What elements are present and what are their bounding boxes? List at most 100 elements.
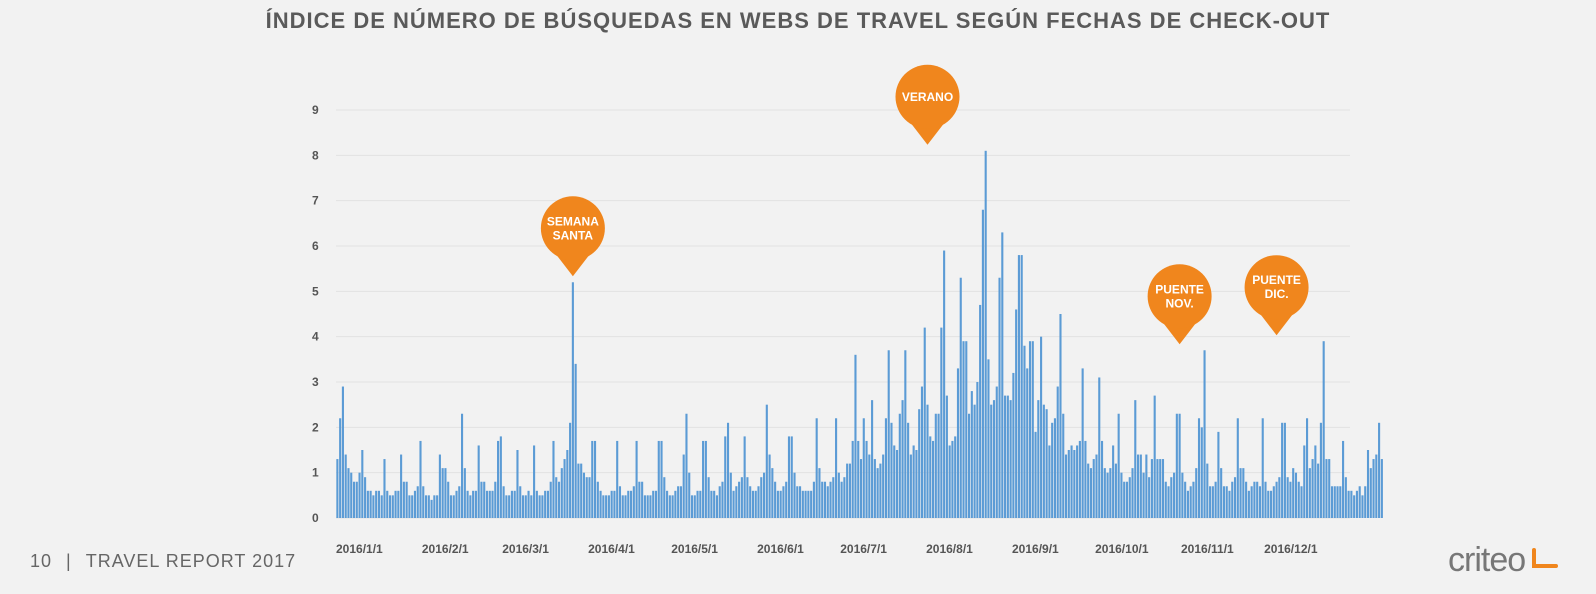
- bar: [447, 481, 450, 518]
- x-tick-label: 2016/11/1: [1181, 542, 1234, 556]
- bar: [1328, 459, 1331, 518]
- bar: [643, 495, 646, 518]
- bar: [840, 481, 843, 518]
- bar: [577, 463, 580, 518]
- bar: [1112, 445, 1115, 518]
- bar: [823, 481, 827, 518]
- bar: [746, 477, 749, 518]
- bar: [627, 490, 630, 518]
- bar: [1278, 477, 1281, 518]
- bar: [527, 490, 530, 518]
- bar: [710, 490, 713, 518]
- bar: [591, 440, 594, 518]
- bar: [1319, 422, 1322, 518]
- bar: [538, 495, 541, 518]
- annotation-pin: [1244, 255, 1309, 320]
- bar: [646, 495, 649, 518]
- bar: [882, 454, 885, 518]
- bar: [549, 481, 552, 518]
- bar: [1161, 459, 1165, 518]
- bar: [907, 422, 910, 518]
- bar: [516, 450, 519, 518]
- bar: [341, 386, 344, 518]
- bar: [364, 477, 367, 518]
- bar: [1048, 445, 1051, 518]
- bar: [835, 418, 838, 518]
- bar: [768, 454, 771, 518]
- bar: [1342, 440, 1345, 518]
- bar: [1200, 427, 1203, 518]
- bar: [973, 404, 976, 518]
- bar: [419, 440, 422, 518]
- bar: [1245, 481, 1248, 518]
- bar: [524, 495, 527, 518]
- bar: [350, 472, 353, 518]
- bar: [1209, 486, 1212, 518]
- bar: [679, 486, 682, 518]
- bar: [693, 495, 696, 518]
- bar: [923, 327, 926, 518]
- bar: [1109, 468, 1112, 518]
- bar: [541, 495, 544, 518]
- bar: [1026, 368, 1029, 518]
- bar: [918, 409, 921, 518]
- bar: [1056, 386, 1059, 518]
- bar: [510, 490, 513, 518]
- bar: [1214, 481, 1217, 518]
- bar: [1114, 463, 1117, 518]
- bar: [959, 277, 962, 518]
- bar: [1051, 422, 1054, 518]
- bar: [1142, 472, 1145, 518]
- bar: [433, 495, 436, 518]
- bar: [530, 495, 533, 518]
- bar: [1067, 450, 1070, 518]
- bar: [1361, 495, 1364, 518]
- bar: [469, 495, 472, 518]
- bar: [1314, 445, 1317, 518]
- bar: [1242, 468, 1245, 518]
- y-tick-label: 8: [312, 148, 319, 162]
- bar: [879, 463, 882, 518]
- bar: [812, 481, 815, 518]
- annotation-label: PUENTE: [1252, 273, 1301, 287]
- bar: [1206, 463, 1209, 518]
- bar: [1181, 472, 1184, 518]
- bar: [555, 477, 558, 518]
- bar: [1311, 459, 1314, 518]
- bar: [987, 359, 990, 518]
- bar: [497, 440, 500, 518]
- bar: [718, 486, 721, 518]
- bar: [1355, 490, 1358, 518]
- bar: [552, 440, 555, 518]
- bar: [954, 436, 957, 518]
- bar: [436, 495, 439, 518]
- bar: [912, 445, 915, 518]
- bar: [544, 490, 547, 518]
- annotation-marker: VERANO: [895, 64, 960, 145]
- bar: [610, 490, 613, 518]
- bar: [1120, 472, 1123, 518]
- bar: [607, 495, 610, 518]
- bar: [668, 495, 671, 518]
- bar: [1375, 454, 1378, 518]
- bar: [774, 481, 777, 518]
- bar: [837, 472, 840, 518]
- bar: [735, 486, 738, 518]
- bar: [621, 495, 624, 518]
- bar: [339, 418, 342, 518]
- bar: [943, 250, 946, 519]
- bar: [480, 481, 483, 518]
- bar: [502, 486, 505, 518]
- bar: [557, 481, 561, 518]
- bar: [1347, 490, 1350, 518]
- bar: [508, 495, 511, 518]
- bar: [862, 418, 865, 518]
- bar: [940, 327, 943, 518]
- x-tick-label: 2016/9/1: [1012, 542, 1059, 556]
- annotation-label: VERANO: [902, 90, 953, 104]
- bar: [649, 495, 652, 518]
- bar: [1267, 490, 1270, 518]
- bar: [535, 490, 538, 518]
- bar: [1369, 468, 1372, 518]
